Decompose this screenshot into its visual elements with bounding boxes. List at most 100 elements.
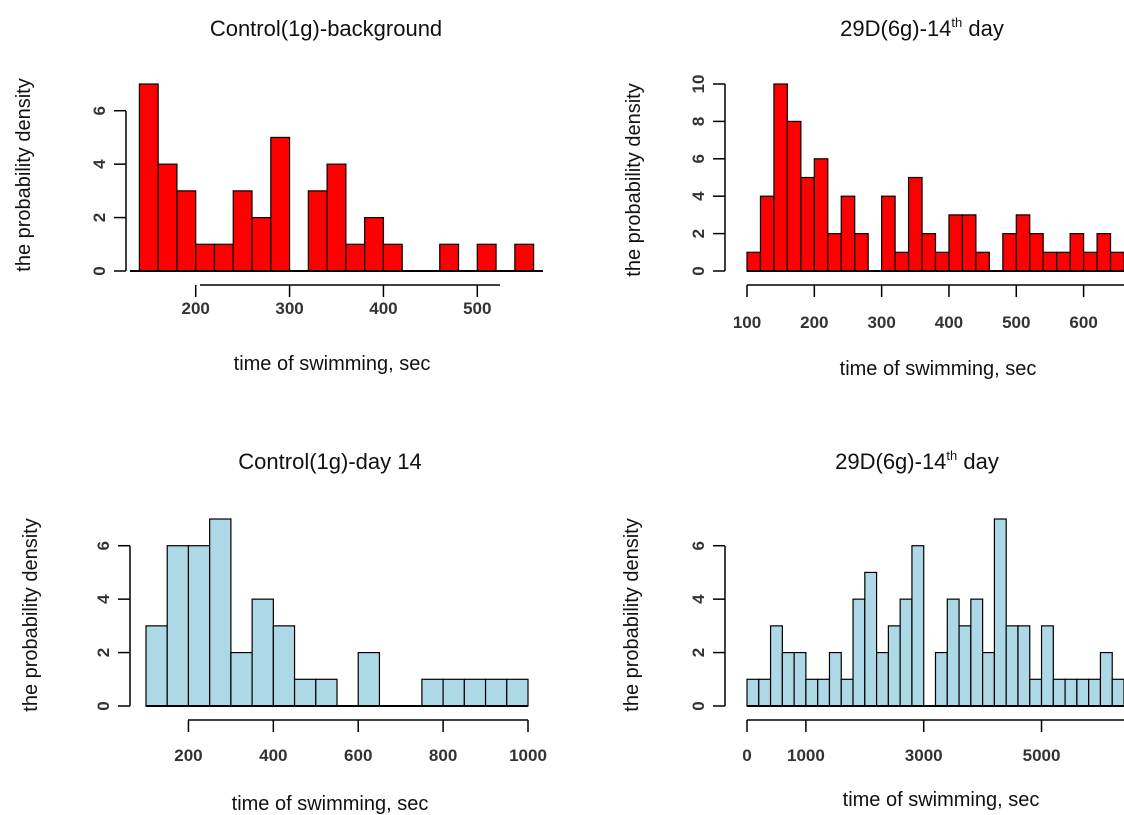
y-tick-label: 0 (94, 701, 113, 710)
histogram-bar (828, 651, 842, 707)
x-tick-label: 300 (275, 299, 303, 318)
y-axis-label: the probability density (621, 518, 643, 711)
histogram-bar (213, 243, 234, 272)
x-tick-label: 200 (182, 299, 210, 318)
histogram-bar (982, 651, 996, 707)
histogram-bar (1002, 233, 1017, 272)
x-tick-label: 400 (259, 746, 287, 765)
histogram-bar (769, 625, 783, 707)
histogram-bar (993, 518, 1007, 707)
y-tick-label: 6 (90, 106, 109, 115)
x-tick-label: 1000 (509, 746, 547, 765)
x-tick-label: 500 (1002, 313, 1030, 332)
y-axis-label: the probability density (13, 78, 35, 271)
histogram-bar (881, 195, 896, 272)
histogram-bar (357, 651, 381, 707)
y-tick-label: 10 (689, 75, 708, 94)
y-tick-label: 6 (689, 541, 708, 550)
histogram-bar (1029, 233, 1044, 272)
histogram-bar (975, 251, 990, 272)
histogram-bar (786, 120, 802, 272)
chart-title-superscript: th (951, 15, 962, 30)
x-axis-label: time of swimming, sec (840, 358, 1037, 380)
x-tick-label: 100 (733, 313, 761, 332)
x-tick-label: 600 (1069, 313, 1097, 332)
histogram-bar (887, 625, 901, 707)
x-tick-label: 400 (369, 299, 397, 318)
y-tick-label: 6 (94, 541, 113, 550)
histogram-panel-4: 29D(6g)-14th day 0 2 4 6 0 1000 3000 5000 time of… (621, 448, 1124, 811)
histogram-bar (1029, 678, 1043, 707)
histogram-bar (476, 243, 497, 272)
histogram-bar (758, 678, 772, 707)
histogram-bar (364, 216, 385, 272)
histogram-bar (157, 163, 178, 272)
x-tick-label: 800 (429, 746, 457, 765)
histogram-bar (934, 251, 950, 272)
histogram-bar (463, 678, 487, 707)
histogram-bar (326, 163, 347, 272)
histogram-bar (1040, 625, 1054, 707)
histogram-bar (145, 625, 168, 707)
histogram-bar (958, 625, 972, 707)
histogram-bar (187, 545, 211, 707)
histogram-bar (1088, 678, 1102, 707)
histogram-bar (1083, 251, 1098, 272)
y-tick-label: 2 (90, 213, 109, 222)
y-tick-label: 0 (90, 266, 109, 275)
chart-title-main: Control(1g)-background (210, 16, 442, 41)
histogram-bar (232, 190, 253, 272)
histogram-bar (746, 678, 760, 707)
chart-title: 29D(6g)-14th day (835, 448, 999, 474)
x-tick-label: 200 (800, 313, 828, 332)
histogram-bar (827, 233, 842, 272)
histogram-bar (746, 251, 762, 272)
chart-title-main: Control(1g)-day 14 (238, 449, 421, 474)
histogram-bar (781, 651, 795, 707)
y-axis-label: the probability density (20, 518, 42, 711)
histogram-bar (864, 571, 878, 707)
y-tick-label: 2 (94, 648, 113, 657)
chart-title-superscript: th (946, 448, 957, 463)
histogram-bar (251, 216, 272, 272)
histogram-bar (251, 598, 274, 707)
chart-title-suffix: day (962, 16, 1004, 41)
histogram-bar (759, 195, 775, 272)
histogram-bar (961, 214, 977, 272)
x-tick-label: 5000 (1023, 746, 1061, 765)
histogram-bar (1052, 678, 1066, 707)
histogram-bar (345, 243, 366, 272)
chart-title-main: 29D(6g)-14 (840, 16, 951, 41)
y-tick-label: 4 (689, 594, 708, 604)
histogram-bar (421, 678, 444, 707)
histogram-bar (899, 598, 913, 707)
x-tick-label: 400 (935, 313, 963, 332)
x-tick-label: 500 (463, 299, 491, 318)
histogram-bar (1064, 678, 1078, 707)
histogram-bar (946, 598, 960, 707)
histogram-bar (1076, 678, 1090, 707)
histogram-bar (1042, 251, 1058, 272)
x-axis-label: time of swimming, sec (843, 789, 1040, 811)
chart-title: Control(1g)-day 14 (238, 449, 421, 474)
histogram-bar (315, 678, 338, 707)
histogram-bar (1005, 625, 1019, 707)
histogram-bar (1109, 251, 1124, 272)
histogram-bar (921, 233, 937, 272)
histogram-bar (817, 678, 831, 707)
histogram-bar (852, 598, 866, 707)
histogram-bar (840, 195, 856, 272)
histogram-bar (514, 243, 535, 272)
y-tick-label: 6 (689, 154, 708, 163)
histogram-bar (970, 598, 984, 707)
histogram-bar (230, 651, 253, 707)
histogram-bar (1017, 625, 1031, 707)
y-axis-label: the probability density (623, 83, 645, 276)
histogram-bar (911, 545, 925, 707)
chart-title-suffix: day (957, 449, 999, 474)
histogram-bar (805, 678, 819, 707)
histogram-bar (1015, 214, 1031, 272)
y-tick-label: 4 (94, 594, 113, 604)
y-tick-label: 2 (689, 229, 708, 238)
